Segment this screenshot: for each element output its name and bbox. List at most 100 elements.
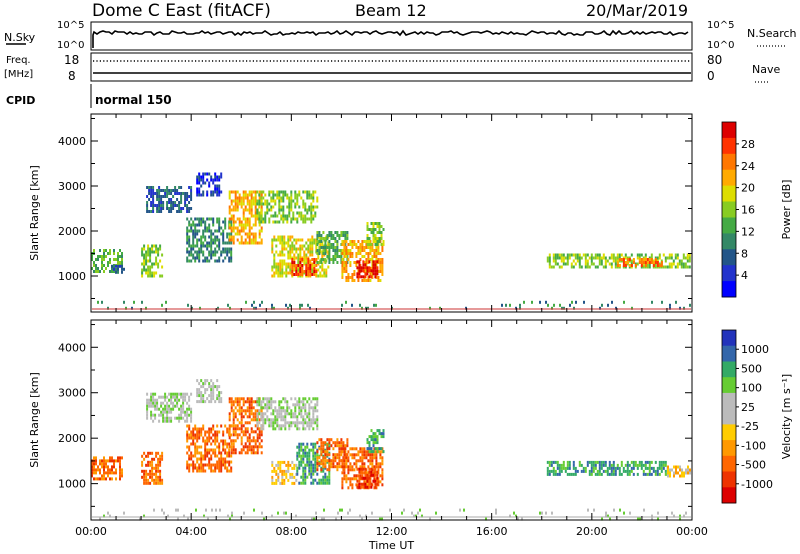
power-colorbar-segment (722, 265, 736, 282)
velocity-xtick-label: 16:00 (476, 525, 508, 538)
power-ytick-label: 2000 (58, 225, 86, 238)
power-colorbar-segment (722, 153, 736, 171)
freq-tick-bottom: 8 (68, 69, 76, 83)
velocity-colorbar-label: -500 (741, 459, 766, 472)
velocity-ytick-label: 3000 (58, 387, 86, 400)
velocity-colorbar-label: 100 (741, 382, 762, 395)
velocity-region-4 (196, 379, 223, 404)
power-region-1 (111, 264, 125, 274)
xaxis-label: Time UT (368, 539, 414, 552)
velocity-region-13 (546, 460, 669, 476)
nsky-trace (92, 29, 689, 48)
power-colorbar-label: 4 (741, 269, 748, 282)
velocity-colorbar-label: 500 (741, 362, 762, 375)
velocity-colorbar-label: -100 (741, 439, 766, 452)
date-label: 20/Mar/2019 (586, 1, 688, 20)
velocity-colorbar-segment (722, 392, 736, 409)
velocity-ytick-label: 2000 (58, 432, 86, 445)
velocity-colorbar-label: -1000 (741, 478, 773, 491)
velocity-colorbar-title: Velocity [m s⁻¹] (780, 374, 793, 459)
velocity-xtick-label: 08:00 (275, 525, 307, 538)
velocity-colorbar-segment (722, 440, 736, 457)
power-colorbar-segment (722, 122, 736, 139)
velocity-panel: 4000 3000 2000 1000 Slant Range [km] 00:00 04:… (28, 319, 793, 552)
velocity-colorbar-segment (722, 424, 736, 441)
power-region-9 (291, 258, 318, 276)
power-region-12 (356, 260, 379, 279)
velocity-region-6 (256, 397, 319, 431)
velocity-xtick-label: 00:00 (676, 525, 708, 538)
nave-label: Nave (752, 63, 780, 76)
velocity-xtick-label: 00:00 (75, 525, 107, 538)
power-colorbar-label: 28 (741, 138, 755, 151)
power-colorbar-label: 16 (741, 204, 755, 217)
velocity-region-0 (91, 456, 123, 481)
velocity-colorbar-label: 25 (741, 401, 755, 414)
nave-tick-top: 80 (707, 53, 722, 67)
power-ytick-label: 1000 (58, 270, 86, 283)
velocity-region-15 (99, 508, 687, 521)
velocity-region-11 (356, 467, 379, 489)
power-ytick-label: 3000 (58, 180, 86, 193)
nsearch-label: N.Search (747, 27, 797, 40)
velocity-region-1 (141, 451, 164, 485)
power-colorbar-segment (722, 281, 736, 298)
velocity-region-14 (667, 465, 691, 478)
power-colorbar-label: 24 (741, 160, 755, 173)
power-colorbar-segment (722, 201, 736, 218)
power-panel: 4000 3000 2000 1000 Slant Range [km] 28 24 20 16… (28, 113, 793, 313)
power-region-3 (146, 186, 193, 213)
power-region-13 (366, 222, 385, 246)
velocity-colorbar-segment (722, 377, 736, 394)
velocity-colorbar-segment (722, 455, 736, 472)
velocity-xtick-label: 20:00 (576, 525, 608, 538)
power-region-5 (196, 172, 223, 197)
nave-tick-bottom: 0 (707, 69, 715, 83)
power-colorbar-title: Power [dB] (780, 180, 793, 240)
velocity-colorbar-frame (721, 329, 737, 504)
nsearch-tick-top: 10^5 (707, 20, 734, 31)
power-region-2 (141, 244, 164, 278)
velocity-xtick-label: 04:00 (175, 525, 207, 538)
freq-label: Freq. (6, 55, 31, 66)
power-cells (91, 172, 691, 310)
nsky-tick-top: 10^5 (57, 20, 84, 31)
power-region-4 (186, 217, 233, 263)
nsky-tick-bottom: 10^0 (57, 40, 84, 51)
velocity-colorbar-segment (722, 487, 736, 504)
power-colorbar-segment (722, 217, 736, 234)
nsearch-tick-bottom: 10^0 (707, 40, 734, 51)
velocity-region-7 (271, 460, 298, 485)
nsky-label: N.Sky (4, 31, 36, 44)
beam-label: Beam 12 (355, 1, 427, 20)
power-region-16 (97, 300, 691, 310)
velocity-colorbar-segment (722, 330, 736, 347)
velocity-xtick-label: 12:00 (376, 525, 408, 538)
velocity-region-12 (366, 429, 385, 454)
power-region-6 (228, 190, 263, 245)
velocity-colorbar-segment (722, 345, 736, 362)
plot-title: Dome C East (fitACF) (92, 1, 271, 21)
velocity-colorbar-label: 1000 (741, 343, 769, 356)
velocity-region-3 (186, 424, 233, 473)
power-colorbar-label: 12 (741, 225, 755, 238)
cpid-label: CPID (6, 94, 35, 107)
power-ylabel: Slant Range [km] (28, 165, 41, 261)
power-region-7 (256, 190, 319, 224)
power-region-14 (546, 253, 691, 269)
freq-tick-top: 18 (64, 53, 79, 67)
velocity-colorbar-segment (722, 361, 736, 378)
power-colorbar-segment (722, 249, 736, 266)
freq-panel-frame (90, 52, 693, 82)
velocity-colorbar-label: -25 (741, 420, 759, 433)
velocity-region-2 (146, 392, 193, 423)
power-colorbar-label: 20 (741, 182, 755, 195)
velocity-ylabel: Slant Range [km] (28, 372, 41, 468)
power-colorbar-segment (722, 233, 736, 250)
freq-unit: [MHz] (4, 69, 33, 80)
velocity-colorbar-segment (722, 408, 736, 425)
power-region-15 (616, 258, 663, 267)
velocity-frame (90, 319, 693, 521)
power-ytick-label: 4000 (58, 135, 86, 148)
